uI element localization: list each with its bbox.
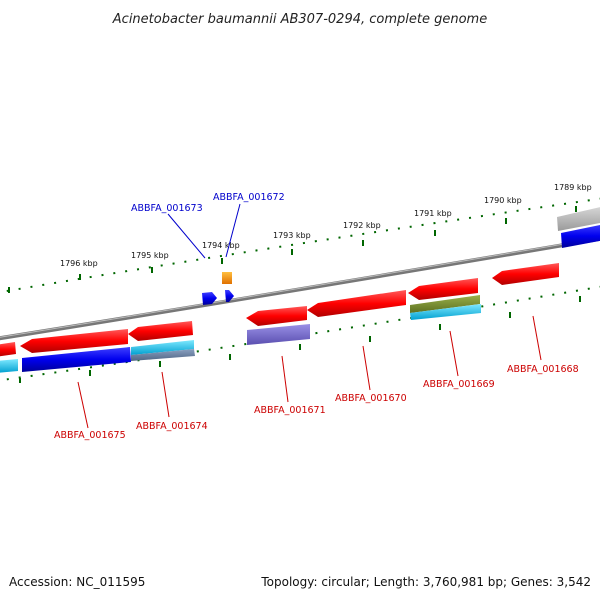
gene-label[interactable]: ABBFA_001670	[335, 393, 407, 404]
tick-label: 1792 kbp	[343, 221, 381, 230]
outer-tick-ring	[0, 197, 600, 294]
feature-blue[interactable]	[561, 224, 600, 248]
outer-major-ticks	[8, 206, 577, 293]
feature-gray[interactable]	[557, 206, 600, 231]
feature-cds[interactable]	[492, 263, 559, 285]
gene-label[interactable]: ABBFA_001671	[254, 405, 326, 416]
gene-label[interactable]: ABBFA_001674	[136, 421, 208, 432]
feature-cds[interactable]	[0, 342, 16, 357]
gene-label[interactable]: ABBFA_001672	[213, 192, 285, 203]
feature-orange[interactable]	[222, 272, 232, 284]
feature-arrow-blue[interactable]	[225, 290, 234, 302]
map-title: Acinetobacter baumannii AB307-0294, comp…	[112, 12, 487, 27]
gene-labels-top: ABBFA_001673 ABBFA_001672	[131, 192, 285, 214]
genome-backbone	[0, 236, 600, 341]
feature-cds[interactable]	[307, 290, 406, 317]
tick-label: 1789 kbp	[554, 183, 592, 192]
tick-label: 1793 kbp	[273, 231, 311, 240]
accession-text: Accession: NC_011595	[9, 575, 145, 589]
feature-gene[interactable]	[22, 347, 131, 372]
feature-cyan[interactable]	[0, 359, 18, 373]
gene-label[interactable]: ABBFA_001673	[131, 203, 203, 214]
feature-slate[interactable]	[131, 349, 195, 361]
feature-olive[interactable]	[410, 295, 480, 313]
gene-label[interactable]: ABBFA_001668	[507, 364, 579, 375]
tick-label: 1795 kbp	[131, 251, 169, 260]
tick-label: 1790 kbp	[484, 196, 522, 205]
kbp-labels: 1796 kbp 1795 kbp 1794 kbp 1793 kbp 1792…	[60, 183, 592, 268]
gene-labels-bottom: ABBFA_001675 ABBFA_001674 ABBFA_001671 A…	[54, 364, 579, 441]
label-leaders-top	[167, 203, 241, 259]
gene-label[interactable]: ABBFA_001675	[54, 430, 126, 441]
feature-cds[interactable]	[246, 306, 307, 326]
tick-label: 1794 kbp	[202, 241, 240, 250]
feature-purple[interactable]	[247, 324, 310, 345]
gene-label[interactable]: ABBFA_001669	[423, 379, 495, 390]
feature-arrow-blue[interactable]	[202, 292, 217, 305]
bottom-strand-features[interactable]	[0, 263, 559, 373]
tick-label: 1796 kbp	[60, 259, 98, 268]
label-leaders-bottom	[77, 315, 542, 429]
feature-cyan[interactable]	[410, 304, 481, 320]
genome-summary-text: Topology: circular; Length: 3,760,981 bp…	[260, 575, 591, 589]
feature-cds[interactable]	[20, 329, 128, 353]
feature-cds[interactable]	[408, 278, 478, 300]
inner-major-ticks	[19, 296, 581, 383]
tick-label: 1791 kbp	[414, 209, 452, 218]
feature-cds[interactable]	[128, 321, 193, 341]
feature-cyan[interactable]	[131, 340, 194, 355]
top-strand-features[interactable]	[202, 206, 600, 305]
